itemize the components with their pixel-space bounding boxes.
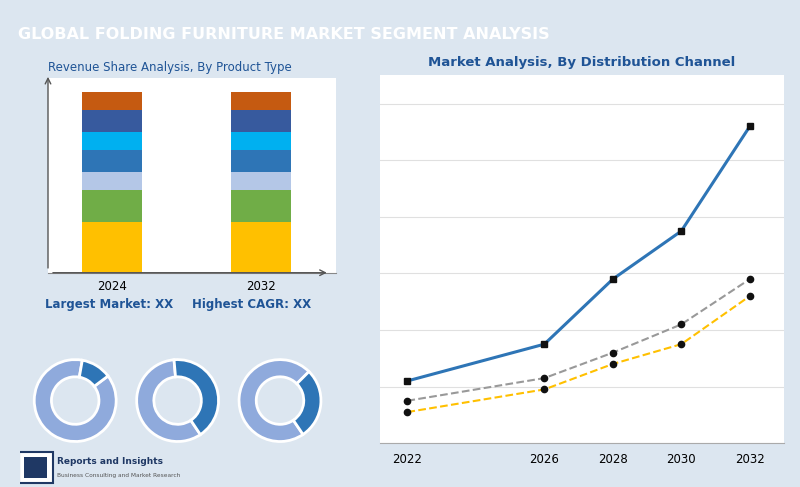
Wedge shape: [79, 360, 108, 386]
Wedge shape: [34, 359, 116, 442]
Bar: [82, 132, 142, 150]
Bar: [231, 222, 291, 273]
Text: GLOBAL FOLDING FURNITURE MARKET SEGMENT ANALYSIS: GLOBAL FOLDING FURNITURE MARKET SEGMENT …: [18, 27, 550, 42]
Text: Revenue Share Analysis, By Product Type: Revenue Share Analysis, By Product Type: [48, 61, 292, 74]
Bar: [231, 93, 291, 111]
Bar: [82, 111, 142, 132]
Wedge shape: [137, 360, 200, 442]
Text: Reports and Insights: Reports and Insights: [57, 457, 163, 466]
Wedge shape: [294, 372, 321, 434]
Text: Business Consulting and Market Research: Business Consulting and Market Research: [57, 473, 180, 478]
Bar: [231, 172, 291, 190]
Wedge shape: [239, 359, 309, 442]
Bar: [82, 172, 142, 190]
Bar: [231, 111, 291, 132]
Bar: [231, 150, 291, 172]
Bar: [231, 132, 291, 150]
Wedge shape: [174, 359, 218, 434]
Title: Market Analysis, By Distribution Channel: Market Analysis, By Distribution Channel: [428, 56, 736, 69]
FancyBboxPatch shape: [24, 457, 47, 478]
Text: Largest Market: XX: Largest Market: XX: [45, 298, 173, 311]
FancyBboxPatch shape: [18, 452, 54, 484]
Bar: [82, 150, 142, 172]
Bar: [231, 190, 291, 222]
Bar: [82, 190, 142, 222]
Bar: [82, 93, 142, 111]
Text: Highest CAGR: XX: Highest CAGR: XX: [192, 298, 311, 311]
Bar: [82, 222, 142, 273]
